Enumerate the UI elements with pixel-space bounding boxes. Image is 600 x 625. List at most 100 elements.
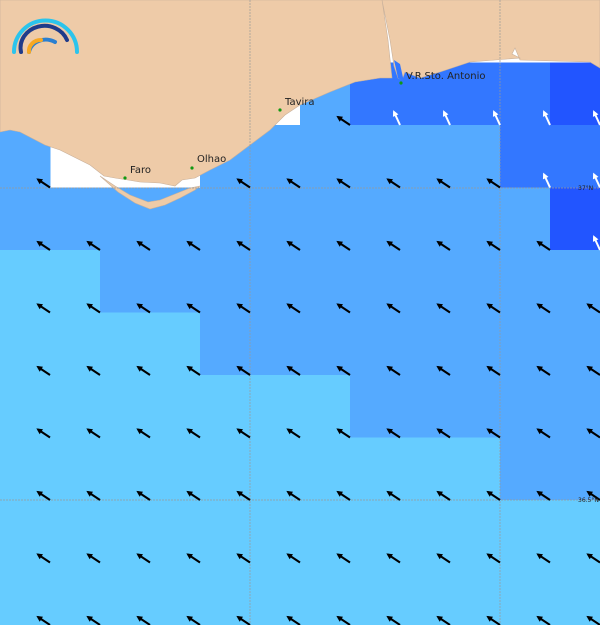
current-arrow	[236, 428, 251, 439]
current-arrow	[236, 303, 251, 314]
data-cell	[250, 500, 301, 563]
latitude-label-36-5n: 36.5°N	[578, 497, 599, 504]
data-cell	[400, 250, 451, 313]
city-marker	[123, 176, 127, 180]
data-cell	[400, 562, 451, 625]
current-arrow	[136, 365, 151, 376]
current-arrow	[136, 240, 151, 251]
city-label: Tavira	[284, 97, 315, 108]
data-cell	[200, 500, 251, 563]
current-arrow	[86, 490, 101, 501]
current-arrow	[486, 178, 501, 189]
current-arrow	[336, 178, 351, 189]
current-arrow	[136, 615, 151, 625]
current-arrow	[186, 490, 201, 501]
city-faro: Faro	[123, 165, 151, 180]
data-cell	[550, 562, 600, 625]
data-cell	[0, 500, 51, 563]
data-cell	[350, 125, 401, 188]
data-cell	[400, 187, 451, 251]
current-arrow	[536, 303, 551, 314]
current-arrow	[36, 428, 51, 439]
current-arrow	[286, 615, 301, 625]
current-arrow	[386, 553, 401, 564]
data-cell	[350, 375, 401, 438]
data-cell	[100, 500, 151, 563]
current-arrow	[186, 615, 201, 625]
data-cell	[500, 125, 551, 188]
current-arrow	[136, 303, 151, 314]
data-cell	[0, 250, 51, 313]
city-marker	[278, 108, 282, 112]
current-arrow	[386, 365, 401, 376]
current-arrow	[186, 303, 201, 314]
data-cell	[350, 500, 401, 563]
data-cell	[200, 250, 251, 313]
data-cell	[350, 250, 401, 313]
city-marker	[190, 166, 194, 170]
current-arrow	[236, 553, 251, 564]
current-arrow	[186, 553, 201, 564]
current-arrow	[286, 365, 301, 376]
data-cell	[100, 375, 151, 438]
current-arrow	[586, 615, 600, 625]
data-cell	[350, 187, 401, 251]
data-cell	[400, 125, 451, 188]
current-arrow	[86, 553, 101, 564]
data-cell	[300, 500, 351, 563]
current-arrows	[36, 110, 600, 625]
data-cell	[50, 250, 101, 313]
data-cell	[500, 375, 551, 438]
current-arrow	[186, 428, 201, 439]
current-arrow	[536, 553, 551, 564]
data-cell	[100, 250, 151, 313]
data-cell	[550, 62, 600, 126]
data-cell	[300, 312, 351, 376]
data-cell	[400, 375, 451, 438]
data-cell	[50, 437, 101, 501]
current-arrow	[392, 110, 401, 126]
current-arrow	[586, 365, 600, 376]
data-cell	[450, 250, 501, 313]
data-cell	[0, 437, 51, 501]
data-cell	[450, 437, 501, 501]
data-cell	[450, 187, 501, 251]
current-arrow	[336, 240, 351, 251]
current-arrow	[436, 428, 451, 439]
data-cell	[150, 250, 201, 313]
current-arrow	[336, 428, 351, 439]
current-arrow	[486, 240, 501, 251]
data-cell	[250, 562, 301, 625]
data-cell	[250, 187, 301, 251]
land	[0, 0, 600, 187]
current-arrow	[586, 303, 600, 314]
current-arrow	[336, 553, 351, 564]
current-arrow	[436, 240, 451, 251]
current-arrow	[436, 178, 451, 189]
current-arrow	[536, 240, 551, 251]
current-arrow	[592, 235, 600, 251]
data-cell	[450, 562, 501, 625]
current-arrow	[486, 365, 501, 376]
current-arrow	[336, 365, 351, 376]
current-arrow	[386, 490, 401, 501]
data-cell	[100, 437, 151, 501]
data-cell	[250, 312, 301, 376]
current-arrow	[236, 490, 251, 501]
data-cell	[150, 500, 201, 563]
data-cell	[0, 187, 51, 251]
current-arrow	[436, 365, 451, 376]
data-cell	[50, 500, 101, 563]
current-arrow	[486, 490, 501, 501]
data-cell	[550, 312, 600, 376]
current-arrow	[286, 303, 301, 314]
guadiana-river	[394, 60, 404, 82]
city-label: Olhao	[197, 154, 226, 165]
current-arrow	[36, 615, 51, 625]
current-arrow	[536, 365, 551, 376]
data-cell	[500, 312, 551, 376]
current-arrow	[386, 178, 401, 189]
current-arrow	[336, 490, 351, 501]
data-cell	[500, 62, 551, 126]
